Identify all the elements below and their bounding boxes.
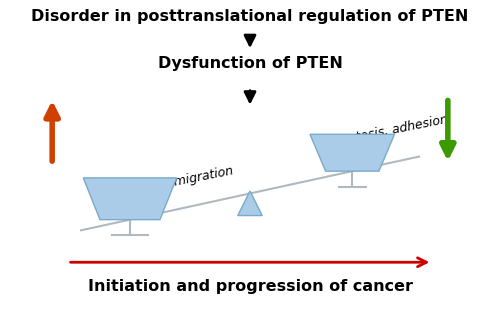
Text: Initiation and progression of cancer: Initiation and progression of cancer [88,280,412,295]
Text: Proliferation, migration: Proliferation, migration [91,165,235,205]
Text: Apoptosis, adhesion: Apoptosis, adhesion [324,113,450,150]
Polygon shape [84,178,176,220]
Polygon shape [238,191,262,215]
Polygon shape [310,134,394,171]
Text: Dysfunction of PTEN: Dysfunction of PTEN [158,56,342,71]
Text: Disorder in posttranslational regulation of PTEN: Disorder in posttranslational regulation… [32,9,469,24]
